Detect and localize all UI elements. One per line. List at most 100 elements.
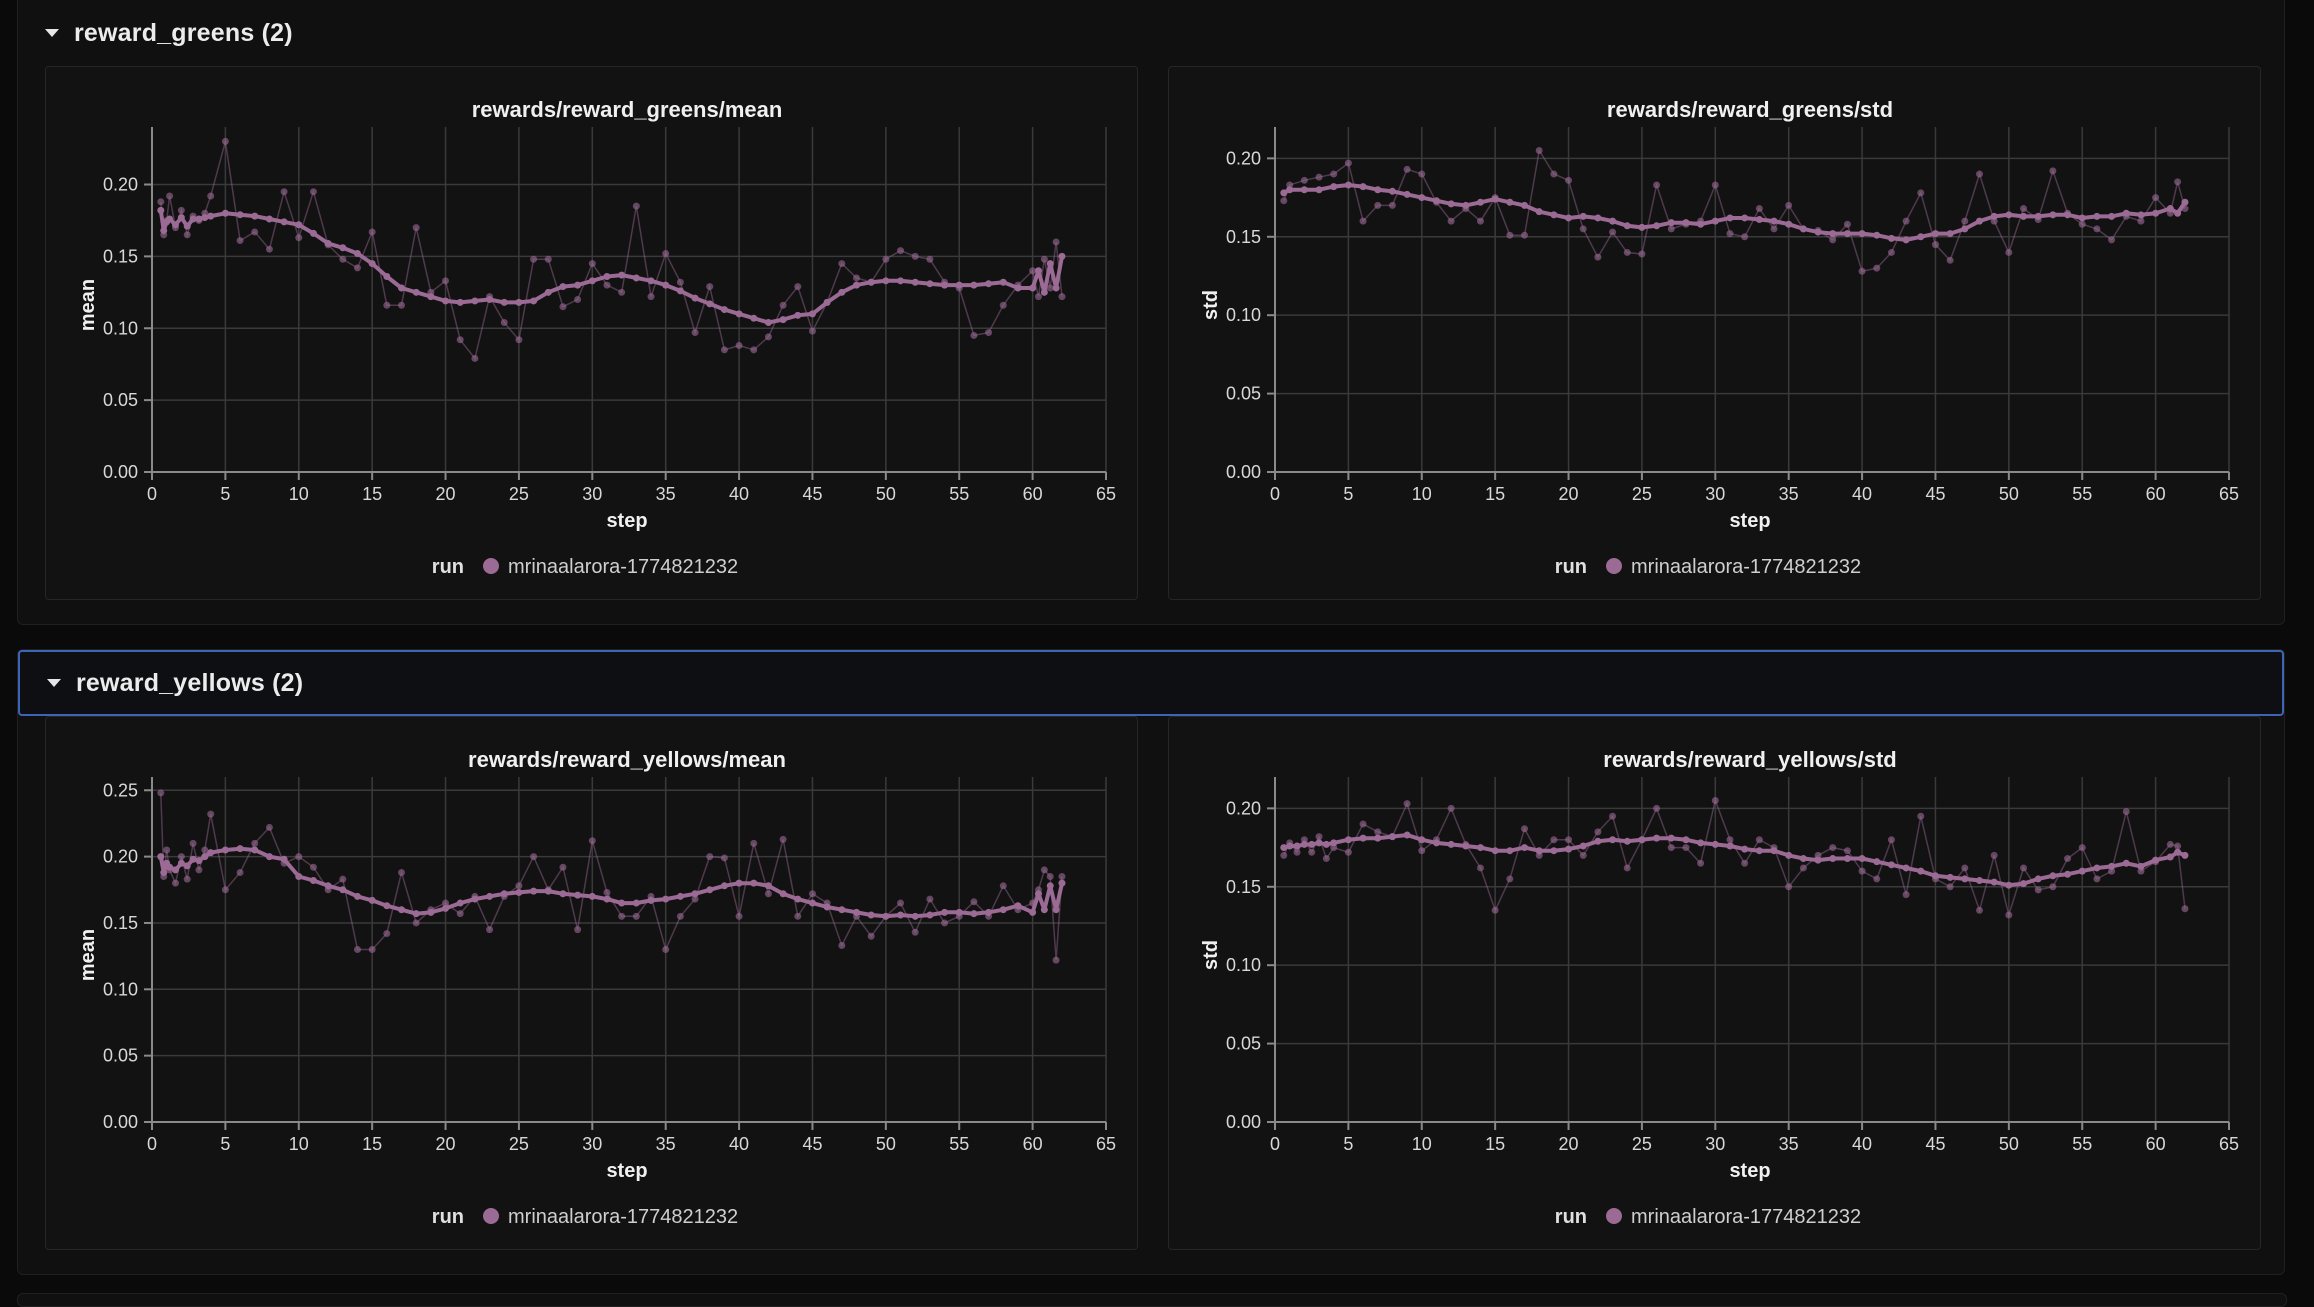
raw-data-point bbox=[1829, 844, 1837, 852]
raw-data-point bbox=[1961, 217, 1969, 225]
raw-data-point bbox=[1594, 253, 1602, 261]
smoothed-data-point bbox=[2005, 211, 2013, 219]
smoothed-data-point bbox=[720, 306, 728, 314]
smoothed-data-point bbox=[2166, 853, 2174, 861]
smoothed-data-point bbox=[1388, 187, 1396, 195]
raw-data-point bbox=[2174, 842, 2182, 850]
x-tick-label: 45 bbox=[1925, 484, 1945, 504]
smoothed-data-point bbox=[324, 882, 332, 890]
raw-data-point bbox=[720, 346, 728, 354]
smoothed-data-point bbox=[852, 281, 860, 289]
smoothed-data-point bbox=[353, 250, 361, 257]
raw-data-point bbox=[515, 882, 523, 890]
x-tick-label: 15 bbox=[1485, 484, 1505, 504]
x-tick-label: 65 bbox=[1096, 484, 1116, 504]
caret-down-icon[interactable] bbox=[47, 679, 61, 687]
raw-data-point bbox=[1785, 201, 1793, 209]
chart-title: rewards/reward_yellows/mean bbox=[468, 747, 786, 772]
raw-data-point bbox=[1418, 847, 1426, 855]
smoothed-data-point bbox=[1843, 230, 1851, 238]
raw-data-point bbox=[1550, 836, 1558, 844]
smoothed-data-point bbox=[544, 288, 552, 296]
raw-data-point bbox=[1887, 836, 1895, 844]
chart-panel-greens-std: rewards/reward_greens/std step std run m… bbox=[1168, 66, 2261, 600]
smoothed-data-point bbox=[500, 890, 508, 898]
smoothed-data-point bbox=[1565, 845, 1573, 853]
raw-data-point bbox=[1359, 820, 1367, 828]
raw-data-point bbox=[2064, 855, 2072, 863]
chart-panel-yellows-mean: rewards/reward_yellows/mean step mean ru… bbox=[45, 716, 1138, 1250]
caret-down-icon[interactable] bbox=[45, 29, 59, 37]
raw-data-point bbox=[383, 301, 391, 309]
raw-data-point bbox=[1697, 859, 1705, 867]
smoothed-data-point bbox=[897, 277, 905, 285]
smoothed-data-point bbox=[265, 853, 273, 861]
smoothed-data-point bbox=[157, 206, 165, 214]
smoothed-data-point bbox=[1286, 186, 1294, 194]
smoothed-data-point bbox=[808, 899, 816, 907]
smoothed-data-point bbox=[706, 886, 714, 894]
raw-data-point bbox=[618, 288, 626, 296]
x-tick-label: 50 bbox=[1999, 484, 2019, 504]
chart-greens-mean: rewards/reward_greens/mean step mean run… bbox=[77, 97, 1116, 578]
smoothed-data-point bbox=[177, 859, 185, 867]
chart-panel-yellows-std: rewards/reward_yellows/std step std run … bbox=[1168, 716, 2261, 1250]
smoothed-data-point bbox=[2181, 851, 2189, 859]
smoothed-data-point bbox=[2034, 875, 2042, 883]
y-tick-label: 0.05 bbox=[1226, 1034, 1261, 1054]
raw-data-point bbox=[339, 875, 347, 883]
smoothed-data-point bbox=[867, 911, 875, 919]
smoothed-data-point bbox=[1315, 186, 1323, 194]
raw-data-point bbox=[2005, 911, 2013, 919]
section-header-reward-yellows[interactable]: reward_yellows (2) bbox=[18, 650, 2284, 716]
legend-swatch bbox=[1606, 1208, 1622, 1224]
x-axis-label: step bbox=[606, 510, 647, 532]
raw-data-point bbox=[1506, 875, 1514, 883]
smoothed-data-point bbox=[1418, 836, 1426, 844]
section-header-reward-greens[interactable]: reward_greens (2) bbox=[18, 0, 2284, 66]
raw-data-point bbox=[456, 910, 464, 918]
smoothed-data-point bbox=[1623, 222, 1631, 230]
chart-yellows-std: rewards/reward_yellows/std step std run … bbox=[1200, 747, 2239, 1228]
raw-data-point bbox=[442, 277, 450, 285]
smoothed-data-point bbox=[2122, 859, 2130, 867]
smoothed-data-point bbox=[221, 209, 229, 217]
smoothed-data-point bbox=[1418, 194, 1426, 202]
smoothed-data-point bbox=[1565, 214, 1573, 222]
legend-swatch bbox=[483, 1208, 499, 1224]
smoothed-data-point bbox=[1829, 230, 1837, 238]
raw-data-point bbox=[486, 926, 494, 934]
raw-data-point bbox=[559, 863, 567, 871]
raw-data-point bbox=[735, 342, 743, 349]
smoothed-data-point bbox=[1535, 208, 1543, 216]
x-tick-label: 10 bbox=[1412, 1134, 1432, 1154]
smoothed-data-point bbox=[955, 908, 963, 916]
smoothed-data-point bbox=[171, 866, 179, 874]
raw-data-point bbox=[353, 264, 361, 272]
raw-series-line bbox=[1283, 797, 2186, 918]
smoothed-data-point bbox=[1447, 840, 1455, 848]
smoothed-data-point bbox=[1755, 847, 1763, 855]
raw-data-point bbox=[1711, 797, 1719, 805]
x-tick-label: 45 bbox=[802, 484, 822, 504]
y-tick-label: 0.00 bbox=[1226, 462, 1261, 482]
raw-data-point bbox=[970, 898, 978, 906]
raw-data-point bbox=[2166, 840, 2174, 848]
raw-data-point bbox=[1931, 241, 1939, 249]
legend-swatch bbox=[483, 558, 499, 574]
raw-data-point bbox=[808, 890, 816, 898]
raw-data-point bbox=[1609, 228, 1617, 236]
raw-data-point bbox=[236, 237, 244, 245]
smoothed-data-point bbox=[427, 293, 435, 301]
smoothed-data-point bbox=[166, 215, 174, 223]
raw-data-point bbox=[1755, 205, 1763, 213]
smoothed-data-point bbox=[1682, 219, 1690, 227]
smoothed-data-point bbox=[574, 891, 582, 899]
raw-data-point bbox=[265, 823, 273, 831]
smoothed-data-point bbox=[559, 283, 567, 291]
smoothed-data-point bbox=[603, 895, 611, 903]
x-tick-label: 15 bbox=[362, 1134, 382, 1154]
smoothed-data-point bbox=[1535, 847, 1543, 855]
raw-data-point bbox=[632, 912, 640, 920]
smoothed-data-point bbox=[1330, 839, 1338, 847]
